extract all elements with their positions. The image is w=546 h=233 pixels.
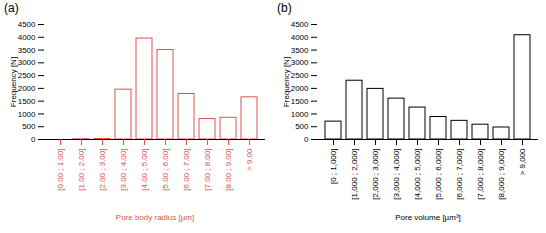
svg-text:[7.00 ; 8.00]: [7.00 ; 8.00] <box>203 149 212 191</box>
svg-text:Frequency [N]: Frequency [N] <box>282 57 291 107</box>
svg-text:3000: 3000 <box>291 58 309 67</box>
html-text:(a): (a) <box>4 1 19 15</box>
svg-text:[3,000 ; 4,000]: [3,000 ; 4,000] <box>392 149 401 200</box>
svg-text:[0 ; 1,000]: [0 ; 1,000] <box>329 149 338 185</box>
svg-text:1500: 1500 <box>291 97 309 106</box>
svg-text:[4.00 ; 5.00]: [4.00 ; 5.00] <box>140 149 149 191</box>
svg-text:2500: 2500 <box>291 71 309 80</box>
svg-text:0: 0 <box>304 135 309 144</box>
svg-text:1500: 1500 <box>18 97 36 106</box>
svg-text:4000: 4000 <box>18 33 36 42</box>
svg-text:2500: 2500 <box>18 71 36 80</box>
svg-text:[7,000 ; 8,000]: [7,000 ; 8,000] <box>476 149 485 200</box>
svg-text:[2.00 ; 3.00]: [2.00 ; 3.00] <box>98 149 107 191</box>
svg-text:> 9,000: > 9,000 <box>518 148 527 175</box>
svg-text:[2,000 ; 3,000]: [2,000 ; 3,000] <box>371 149 380 200</box>
svg-text:[0.00 ; 1.00]: [0.00 ; 1.00] <box>56 149 65 191</box>
svg-text:500: 500 <box>295 122 309 131</box>
svg-text:1000: 1000 <box>291 110 309 119</box>
svg-text:[8,000 ; 9,000]: [8,000 ; 9,000] <box>497 149 506 200</box>
svg-text:[1.00 ; 2.00]: [1.00 ; 2.00] <box>77 149 86 191</box>
svg-text:Pore body radius [µm]: Pore body radius [µm] <box>116 213 194 222</box>
svg-text:Pore volume [µm³]: Pore volume [µm³] <box>395 213 461 222</box>
svg-text:0: 0 <box>31 135 36 144</box>
svg-text:4500: 4500 <box>18 20 36 29</box>
svg-text:1000: 1000 <box>18 110 36 119</box>
svg-text:3000: 3000 <box>18 58 36 67</box>
svg-text:[6.00 ; 7.00]: [6.00 ; 7.00] <box>182 149 191 191</box>
svg-text:[5,000 ; 6,000]: [5,000 ; 6,000] <box>434 149 443 200</box>
svg-text:[3.00 ; 4.00]: [3.00 ; 4.00] <box>119 149 128 191</box>
svg-text:4000: 4000 <box>291 33 309 42</box>
svg-text:[4,000 ; 5,000]: [4,000 ; 5,000] <box>413 149 422 200</box>
svg-text:[1,000 ; 2,000]: [1,000 ; 2,000] <box>350 149 359 200</box>
html-text:(b): (b) <box>277 1 292 15</box>
svg-text:500: 500 <box>22 122 36 131</box>
svg-text:3500: 3500 <box>291 46 309 55</box>
svg-text:4500: 4500 <box>291 20 309 29</box>
svg-text:2000: 2000 <box>18 84 36 93</box>
svg-text:[8.00 ; 9.00]: [8.00 ; 9.00] <box>224 149 233 191</box>
svg-text:Frequency [N]: Frequency [N] <box>9 57 18 107</box>
svg-text:[6,000 ; 7,000]: [6,000 ; 7,000] <box>455 149 464 200</box>
svg-text:2000: 2000 <box>291 84 309 93</box>
svg-text:> 9.00: > 9.00 <box>245 148 254 171</box>
svg-text:[5.00 ; 6.00]: [5.00 ; 6.00] <box>161 149 170 191</box>
svg-text:3500: 3500 <box>18 46 36 55</box>
